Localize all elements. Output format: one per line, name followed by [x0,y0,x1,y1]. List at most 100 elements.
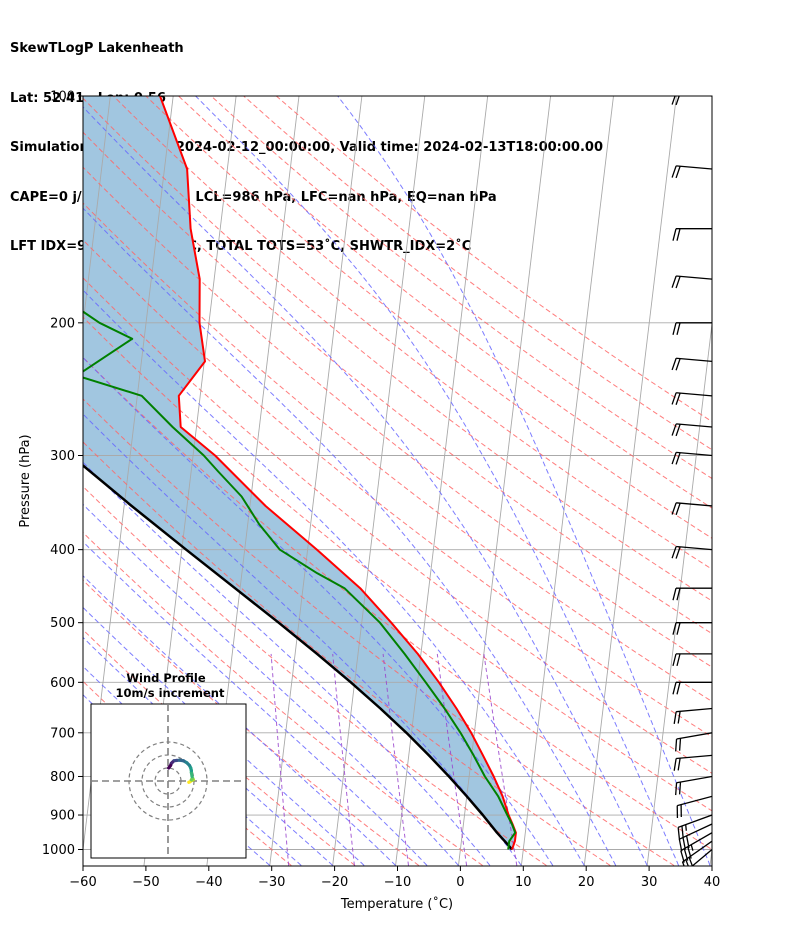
x-tick-label: −50 [132,875,159,890]
wind-barb [671,165,712,179]
isotherm-gridline [646,320,712,866]
wind-barb-flag [671,502,677,515]
wind-barb-flag [677,711,681,724]
moist-adiabat [83,636,334,866]
isotherm-gridline [395,96,489,866]
dry-adiabat [113,96,712,570]
hodograph-plot [91,704,246,858]
wind-barb-flag [687,846,692,859]
isotherm-gridline [520,96,614,866]
y-tick-label: 500 [50,616,75,631]
isotherm-gridline [773,79,794,865]
wind-barb [673,754,712,771]
wind-barb-half-flag [691,867,694,873]
wind-barb-staff [676,451,712,457]
wind-barb-staff [676,775,712,784]
y-tick-label: 700 [50,726,75,741]
wind-barb-flag [676,682,681,695]
wind-barb-staff [676,754,712,760]
moist-adiabat [83,106,648,866]
wind-barb-flag [685,835,690,849]
wind-barb-staff [691,849,712,866]
wind-barb-flag [678,839,683,852]
isotherm-gridline [709,845,712,866]
x-axis: −60 −50 −40 −30 −20 −10 0 10 20 30 40 [69,866,720,890]
wind-barb-flag [675,166,681,179]
wind-barb-flag [675,738,678,752]
wind-barb-flag [681,861,685,866]
wind-barb-half-flag [690,844,694,851]
wind-barb-flag [671,358,677,371]
wind-barb [677,814,712,840]
dry-adiabat [83,131,712,635]
wind-barb-flag [672,322,677,335]
wind-barb [672,681,712,695]
wind-barb [672,322,712,335]
wind-barb-staff [676,357,712,363]
wind-barb-flag [676,622,681,635]
wind-barb-flag [672,588,677,601]
wind-barb-flag [678,738,682,751]
isotherm-gridline [332,96,426,866]
wind-barb-staff [676,707,712,713]
wind-barb-flag [672,653,677,667]
mixing-ratio-line [332,653,355,866]
dry-adiabat [83,398,675,866]
wind-barb-staff [676,502,712,507]
dry-adiabat [243,96,712,451]
wind-barb [672,228,712,241]
wind-barb [671,275,712,289]
y-tick-label: 300 [50,449,75,464]
dry-adiabat [83,629,356,866]
wind-barb-flag [676,588,681,601]
x-tick-label: −30 [258,875,285,890]
moist-adiabat [83,461,491,866]
dewpoint-profile-line [83,310,517,850]
wind-barb-flag [675,424,681,437]
wind-barb [671,357,712,371]
wind-barb-flag [681,825,684,839]
wind-barb-flag [675,276,681,289]
wind-barb [680,832,712,863]
wind-barb-flag [671,546,677,559]
y-axis-label: Pressure (hPa) [18,434,33,527]
temperature-profile-line [159,96,517,850]
wind-barb-flag [671,275,677,288]
wind-barb-flag [671,165,677,178]
dry-adiabat [83,441,611,866]
profile-lines-layer [83,96,517,851]
chart-title: SkewTLogP Lakenheath [10,41,184,56]
isotherm-gridline [269,96,363,866]
x-axis-label: Temperature (˚C) [340,896,453,912]
wind-barb-staff [680,832,712,852]
wind-barb [673,707,712,724]
dry-adiabat [83,356,712,851]
wind-barb [671,423,712,437]
wind-barb-flag [676,322,681,335]
isotherm-gridline [583,96,677,866]
wind-barb-flag [675,452,681,465]
wind-barb [684,849,712,884]
x-tick-label: −40 [195,875,222,890]
wind-barb [671,502,712,516]
wind-barb-flag [675,782,678,796]
x-tick-label: −20 [321,875,348,890]
wind-barb-flag [685,859,689,866]
wind-barb-flag [683,848,689,861]
x-tick-label: −60 [69,875,96,890]
dry-adiabat [83,485,547,866]
wind-barb-flag [673,711,677,724]
y-tick-label: 100 [50,90,75,105]
hodograph-title: Wind Profile [126,671,206,685]
dry-adiabat [83,579,420,866]
y-tick-label: 400 [50,543,75,558]
wind-barb [671,545,712,559]
x-tick-label: −10 [384,875,411,890]
wind-barb-flag [684,873,689,884]
wind-barb [678,823,712,852]
wind-barb-flag [671,392,677,405]
y-tick-label: 800 [50,770,75,785]
moist-adiabat [83,575,396,866]
moist-adiabat [195,96,680,866]
